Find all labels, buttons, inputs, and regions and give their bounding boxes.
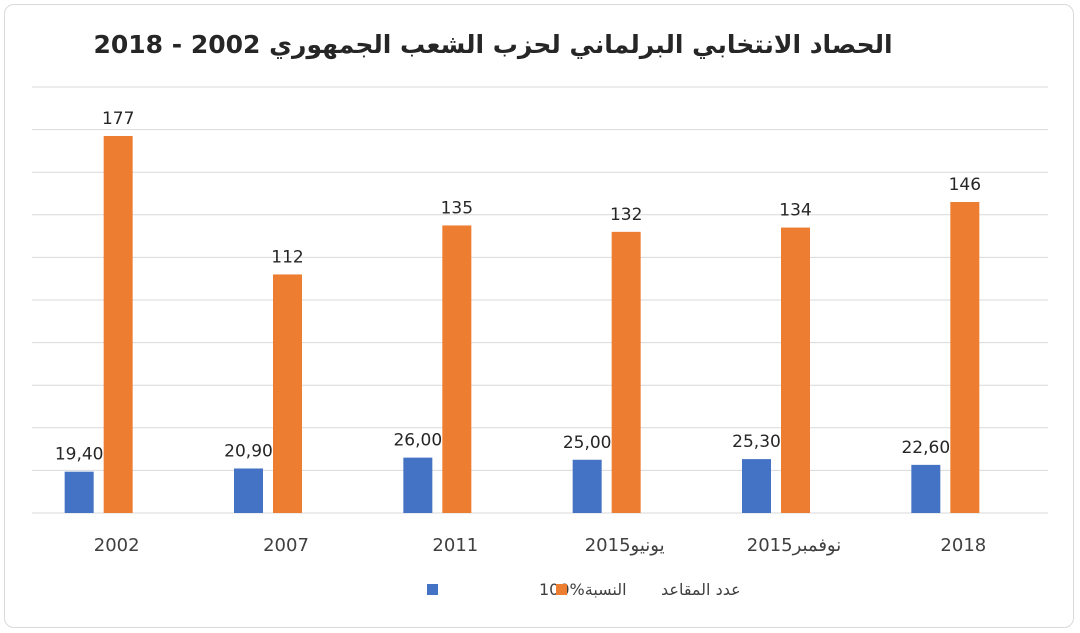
x-tick-label: 2011 xyxy=(432,535,478,556)
bar-percentage xyxy=(742,459,771,513)
chart-frame xyxy=(4,4,1074,628)
legend-swatch-percentage xyxy=(427,584,438,595)
data-label-percentage: 19,40 xyxy=(55,445,104,465)
data-label-seats: 112 xyxy=(271,247,303,267)
data-label-percentage: 20,90 xyxy=(224,441,273,461)
legend-swatch-seats xyxy=(556,584,567,595)
bar-percentage xyxy=(234,468,263,513)
bar-seats xyxy=(781,227,810,513)
data-label-percentage: 26,00 xyxy=(393,431,442,451)
bars xyxy=(64,135,980,514)
x-axis-ticks: 2002 2007 2011 يونيو2015 نوفمبر2015 2018 xyxy=(94,535,986,556)
data-label-seats: 146 xyxy=(949,175,981,195)
data-label-seats: 134 xyxy=(779,201,811,221)
x-tick-label: يونيو2015 xyxy=(585,535,665,556)
x-tick-label: 2002 xyxy=(94,535,140,556)
legend-label-percentage: النسبة%100 xyxy=(539,580,627,599)
bar-percentage xyxy=(403,457,433,513)
bar-percentage xyxy=(911,464,941,513)
chart-title: الحصاد الانتخابي البرلماني لحزب الشعب ال… xyxy=(93,30,892,60)
x-tick-label: نوفمبر2015 xyxy=(747,535,842,556)
x-tick-label: 2018 xyxy=(940,535,986,556)
bar-seats xyxy=(103,135,133,514)
data-label-percentage: 22,60 xyxy=(901,438,950,458)
data-label-seats: 132 xyxy=(610,205,642,225)
bar-seats xyxy=(950,202,980,513)
legend: النسبة%100 عدد المقاعد xyxy=(427,580,741,599)
bar-seats xyxy=(611,231,641,513)
legend-label-seats: عدد المقاعد xyxy=(661,580,741,599)
data-label-percentage: 25,30 xyxy=(732,432,781,452)
data-labels: 19,40 177 20,90 112 26,00 135 25,00 132 25,30 134… xyxy=(55,109,981,465)
data-label-seats: 177 xyxy=(102,109,134,129)
grid-lines xyxy=(32,86,1048,514)
bar-percentage xyxy=(64,471,94,513)
bar-percentage xyxy=(572,459,602,513)
data-label-percentage: 25,00 xyxy=(563,433,612,453)
bar-seats xyxy=(442,225,472,513)
bar-seats xyxy=(273,274,302,513)
x-tick-label: 2007 xyxy=(263,535,309,556)
data-label-seats: 135 xyxy=(441,198,473,218)
